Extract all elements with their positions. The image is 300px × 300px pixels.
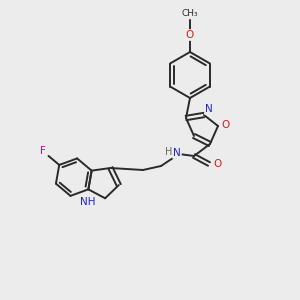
Text: CH₃: CH₃ — [182, 10, 198, 19]
Text: N: N — [205, 104, 213, 114]
Text: N: N — [173, 148, 181, 158]
Text: NH: NH — [80, 197, 95, 207]
Text: H: H — [165, 147, 172, 157]
Text: O: O — [213, 159, 221, 169]
Text: O: O — [186, 30, 194, 40]
Text: O: O — [221, 120, 229, 130]
Text: F: F — [40, 146, 46, 156]
